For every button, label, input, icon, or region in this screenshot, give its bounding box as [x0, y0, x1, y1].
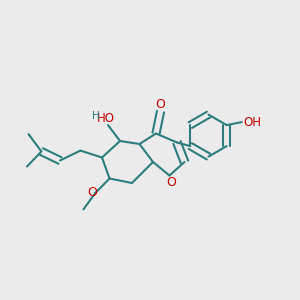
- Text: O: O: [155, 98, 165, 112]
- Text: H: H: [92, 111, 100, 121]
- Text: O: O: [88, 186, 97, 200]
- Text: O: O: [167, 176, 176, 189]
- Text: HO: HO: [97, 112, 115, 125]
- Text: OH: OH: [243, 116, 261, 129]
